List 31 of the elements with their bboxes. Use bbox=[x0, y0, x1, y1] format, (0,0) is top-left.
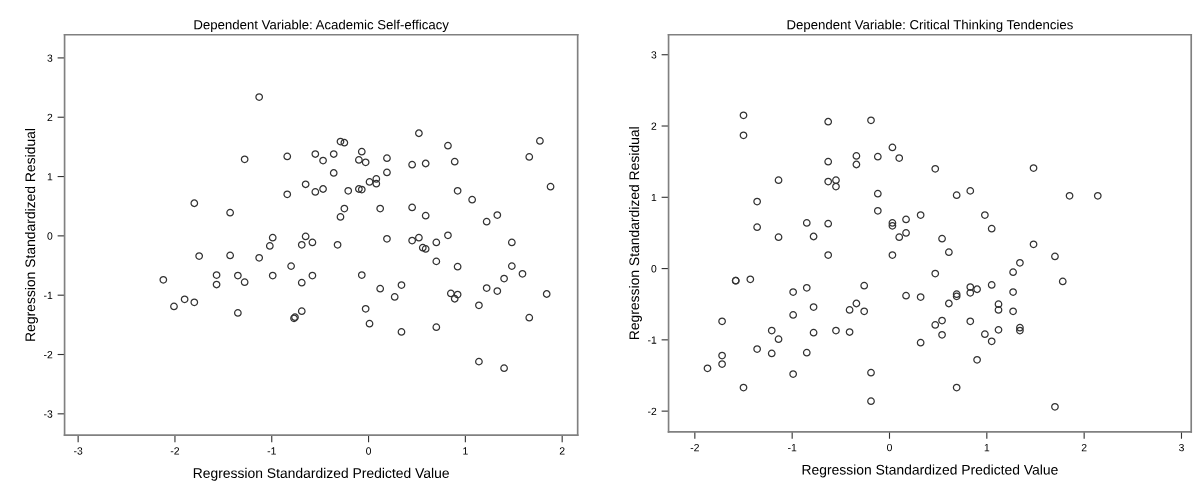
x-tick-label: 0 bbox=[887, 443, 892, 452]
y-tick-label: -3 bbox=[43, 410, 53, 418]
y-axis-title: Regression Standardized Residual bbox=[25, 128, 38, 341]
x-tick-label: 1 bbox=[463, 447, 468, 455]
x-tick-label: -2 bbox=[690, 443, 699, 452]
x-tick-label: 2 bbox=[1081, 443, 1087, 452]
y-tick-label: -2 bbox=[43, 351, 53, 359]
x-tick-label: -3 bbox=[73, 447, 83, 455]
y-tick-label: 3 bbox=[47, 54, 53, 62]
x-tick-label: 3 bbox=[1178, 443, 1184, 452]
y-axis-title: Regression Standardized Residual bbox=[628, 127, 642, 340]
x-axis-title: Regression Standardized Predicted Value bbox=[802, 464, 1058, 478]
y-tick-label: 2 bbox=[651, 122, 657, 130]
y-tick-label: 2 bbox=[47, 113, 53, 121]
chart-title: Dependent Variable: Academic Self-efficacy bbox=[194, 19, 449, 32]
y-tick-label: 0 bbox=[47, 232, 53, 240]
x-axis-title: Regression Standardized Predicted Value bbox=[193, 467, 449, 481]
x-tick-label: -1 bbox=[788, 443, 797, 452]
x-tick-label: 0 bbox=[366, 447, 372, 455]
x-tick-label: 2 bbox=[559, 447, 565, 455]
x-tick-label: -1 bbox=[267, 447, 276, 455]
y-tick-label: 1 bbox=[47, 173, 53, 181]
x-tick-label: -2 bbox=[170, 447, 180, 455]
y-tick-label: 0 bbox=[651, 265, 657, 273]
y-tick-label: 1 bbox=[651, 193, 657, 202]
y-tick-label: -1 bbox=[647, 336, 657, 344]
y-tick-label: 3 bbox=[651, 51, 657, 59]
y-tick-label: -2 bbox=[647, 407, 657, 415]
x-tick-label: 1 bbox=[984, 443, 990, 452]
y-tick-label: -1 bbox=[43, 291, 53, 299]
chart-title: Dependent Variable: Critical Thinking Tendencies bbox=[787, 19, 1073, 32]
